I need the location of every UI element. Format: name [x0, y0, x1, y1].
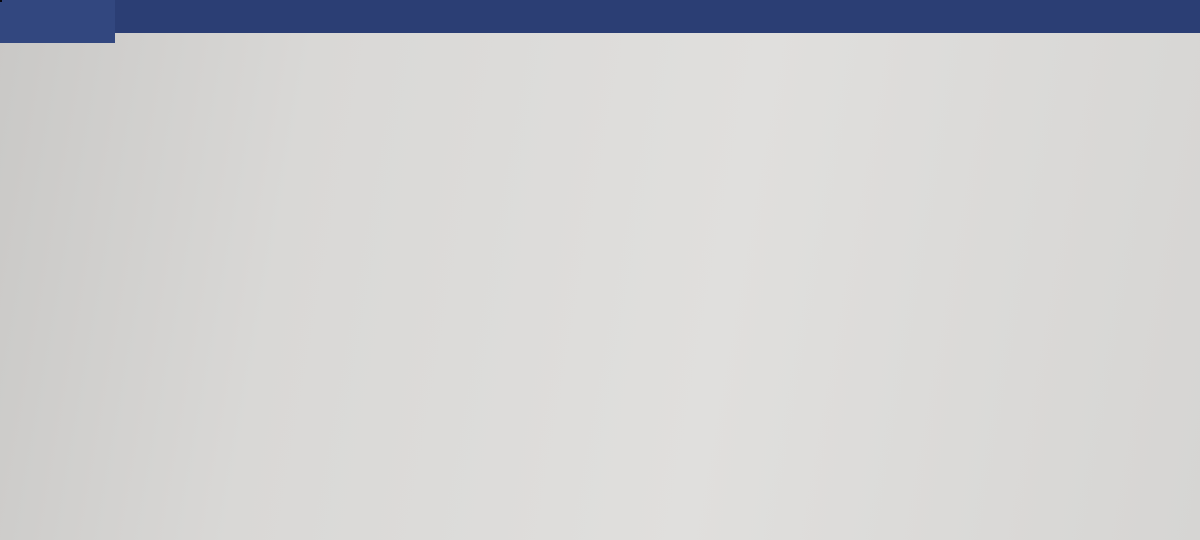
- blue-shelf: [0, 0, 1200, 33]
- blue-shelf-right: [0, 0, 115, 43]
- tv-screen: ORIENTAMENTI DI VOTO: 6 DICEMBRE 2021 TG…: [0, 0, 2, 2]
